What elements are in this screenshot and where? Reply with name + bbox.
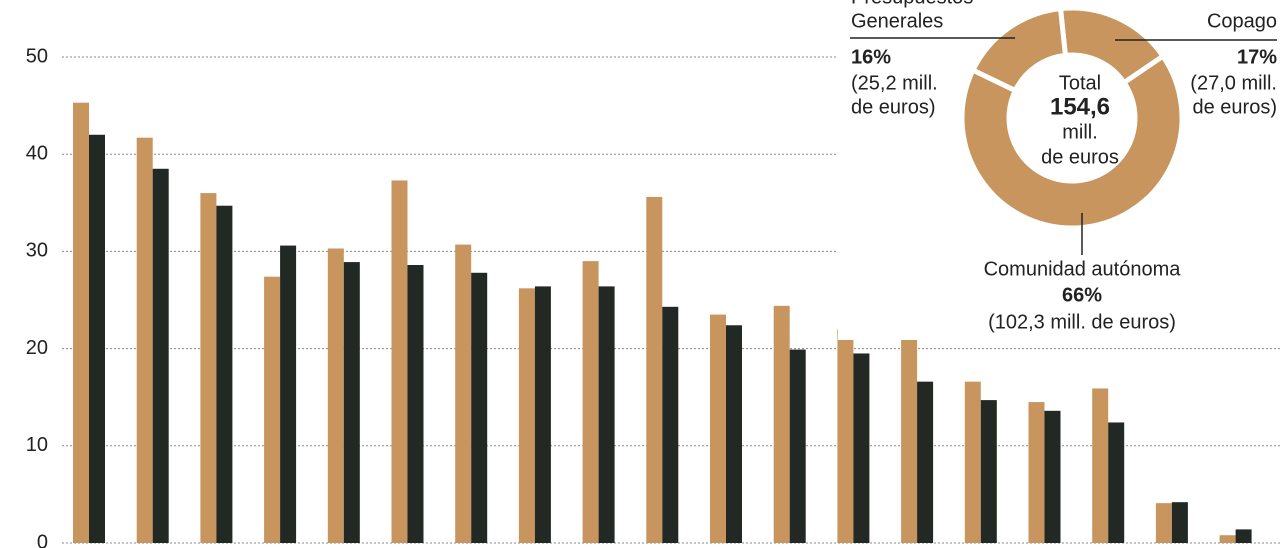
bar: [853, 353, 870, 543]
slice-label: Generales: [851, 10, 943, 32]
center-label: Total: [1059, 72, 1101, 94]
bar: [1044, 410, 1061, 543]
bar: [280, 245, 297, 543]
y-tick-label: 10: [26, 434, 48, 456]
bar: [391, 180, 408, 543]
slice-label: Comunidad autónoma: [984, 258, 1182, 280]
bar: [327, 248, 344, 543]
bar: [1171, 502, 1188, 543]
bar: [837, 329, 854, 543]
y-tick-label: 40: [26, 142, 48, 164]
bar: [980, 400, 997, 543]
bar: [917, 381, 934, 543]
bar: [89, 134, 105, 543]
bar: [471, 272, 488, 543]
y-tick-label: 50: [26, 45, 48, 67]
slice-label: Copago: [1207, 10, 1277, 32]
bar: [407, 265, 424, 543]
slice-detail: (25,2 mill.: [851, 72, 938, 94]
y-tick-label: 0: [37, 531, 48, 548]
bar: [534, 286, 551, 543]
bar: [789, 349, 806, 543]
bar: [264, 276, 281, 543]
bar: [216, 205, 233, 543]
slice-detail: (27,0 mill.: [1190, 72, 1277, 94]
bar: [343, 262, 360, 543]
bar: [773, 305, 790, 543]
bar: [1219, 535, 1236, 543]
donut-slice: [959, 52, 1185, 231]
bar: [662, 306, 679, 543]
slice-value-label: 16%: [851, 46, 891, 68]
bar: [582, 261, 599, 543]
slice-label: Presupuestos: [851, 0, 973, 8]
bar: [518, 288, 535, 543]
slice-detail: de euros): [1193, 96, 1278, 118]
bar: [1108, 422, 1125, 543]
slice-value-label: 66%: [1062, 284, 1102, 306]
bar: [646, 196, 663, 543]
bar: [964, 381, 981, 543]
bar: [136, 137, 153, 543]
bar: [73, 102, 89, 544]
bar: [1235, 529, 1252, 543]
slice-detail: de euros): [851, 96, 936, 118]
donut-slice: [969, 5, 1069, 94]
bar: [152, 168, 169, 543]
bar: [1092, 388, 1109, 543]
slice-detail: (102,3 mill. de euros): [988, 311, 1176, 333]
bar: [726, 325, 742, 543]
bar: [200, 193, 217, 543]
bar: [455, 244, 472, 543]
y-tick-label: 20: [26, 337, 48, 359]
bar: [598, 286, 615, 543]
slice-value-label: 17%: [1237, 46, 1277, 68]
bar: [901, 334, 918, 543]
y-tick-label: 30: [26, 240, 48, 262]
center-label: 154,6: [1050, 93, 1110, 120]
bar: [1155, 503, 1172, 543]
bar: [710, 314, 726, 543]
bar: [1028, 402, 1045, 543]
center-label: de euros: [1041, 146, 1119, 168]
center-label: mill.: [1062, 121, 1098, 143]
